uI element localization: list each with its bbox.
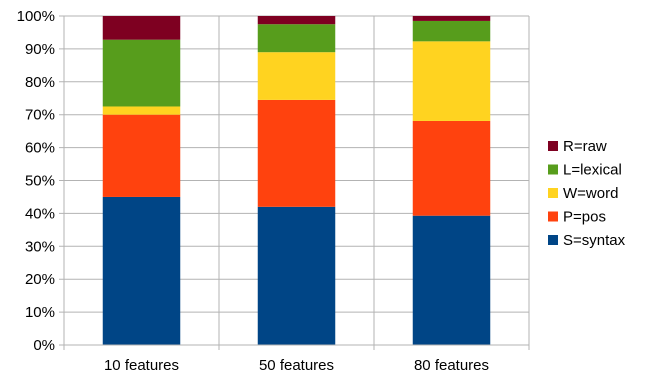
y-tick-labels: 0% 10% 20% 30% 40% 50% 60% 70% 80% 90% 100% — [17, 8, 55, 354]
x-category-labels: 10 features 50 features 80 features — [104, 357, 489, 372]
bar-segment — [103, 106, 181, 114]
bar-segment — [413, 41, 491, 121]
legend-label: L=lexical — [563, 162, 622, 179]
y-tick-label: 60% — [25, 140, 55, 157]
x-category-label: 10 features — [104, 357, 179, 372]
bar-segment — [103, 197, 181, 345]
x-category-label: 80 features — [414, 357, 489, 372]
x-category-label: 50 features — [259, 357, 334, 372]
legend-label: P=pos — [563, 209, 606, 226]
legend-swatch — [548, 188, 558, 198]
bar-segment — [413, 21, 491, 41]
bar-segment — [258, 207, 336, 345]
bars — [103, 16, 491, 345]
y-tick-label: 90% — [25, 41, 55, 58]
legend-label: S=syntax — [563, 232, 626, 249]
y-tick-label: 80% — [25, 74, 55, 91]
bar-segment — [413, 121, 491, 216]
y-tick-label: 30% — [25, 238, 55, 255]
y-tick-label: 0% — [33, 337, 55, 354]
bar-segment — [103, 40, 181, 107]
legend-swatch — [548, 141, 558, 151]
y-tick-label: 100% — [17, 8, 55, 25]
y-tick-label: 70% — [25, 107, 55, 124]
y-tick-label: 40% — [25, 205, 55, 222]
y-tick-label: 50% — [25, 173, 55, 190]
bar-segment — [258, 16, 336, 24]
legend-label: W=word — [563, 185, 618, 202]
bar-segment — [103, 115, 181, 197]
bar-segment — [258, 24, 336, 52]
bar-segment — [413, 16, 491, 21]
bar-segment — [258, 52, 336, 100]
y-tick-label: 10% — [25, 304, 55, 321]
bar-segment — [103, 16, 181, 40]
bar-segment — [413, 216, 491, 345]
legend-swatch — [548, 165, 558, 175]
legend-swatch — [548, 235, 558, 245]
y-tick-label: 20% — [25, 271, 55, 288]
bar-segment — [258, 100, 336, 207]
legend-label: R=raw — [563, 138, 607, 155]
legend-swatch — [548, 212, 558, 222]
legend: R=raw L=lexical W=word P=pos S=syntax — [548, 138, 626, 249]
